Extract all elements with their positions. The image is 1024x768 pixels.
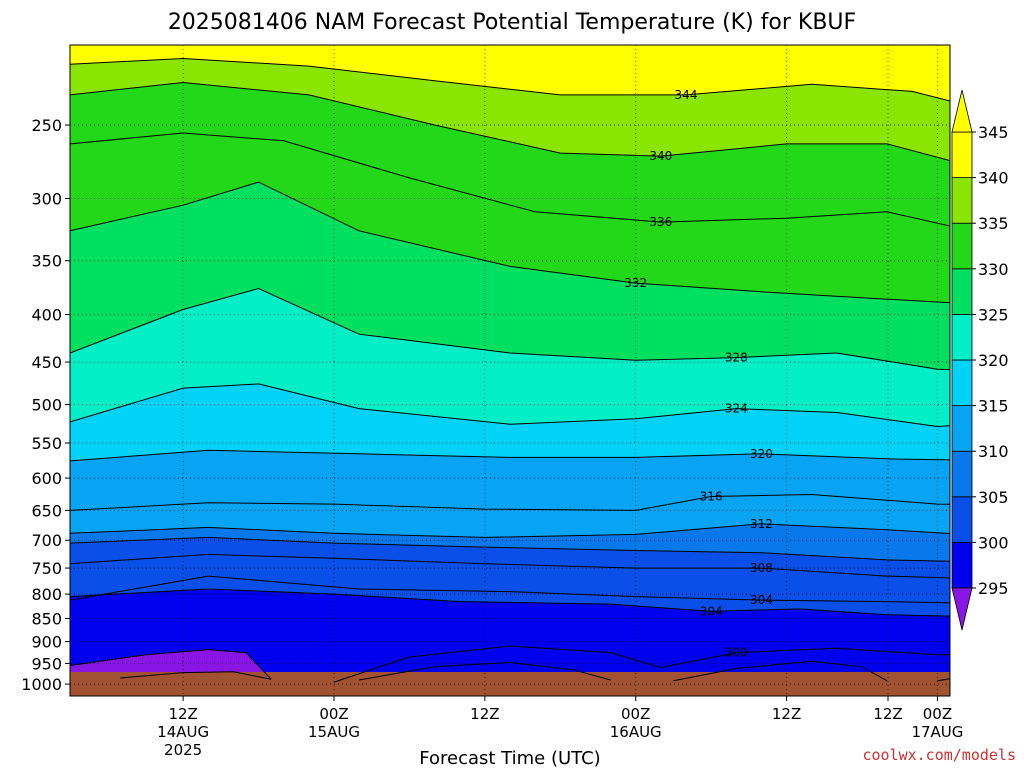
time-tick-label: 12Z (873, 705, 902, 723)
colorbar-segment (951, 222, 973, 270)
colorbar-label: 295 (978, 579, 1009, 598)
pressure-tick-label: 300 (31, 190, 62, 209)
time-tick-label: 00Z (923, 705, 952, 723)
colorbar-segment (951, 177, 973, 224)
pressure-tick-label: 450 (31, 353, 62, 372)
contour-328 (70, 287, 950, 371)
colorbar-segment (951, 496, 973, 543)
contour-label: 328 (725, 351, 748, 365)
time-tick-label: 12Z (168, 705, 197, 723)
colorbar-label: 340 (978, 169, 1009, 188)
contour-332 (70, 181, 950, 304)
pressure-tick-label: 400 (31, 306, 62, 325)
pressure-tick-label: 500 (31, 396, 62, 415)
contour-320 (70, 449, 950, 462)
contour-300 (359, 661, 611, 681)
time-tick-label: 15AUG (308, 723, 360, 741)
pressure-tick-label: 700 (31, 531, 62, 550)
colorbar-label: 330 (978, 260, 1009, 279)
contour-300 (70, 649, 272, 680)
pressure-tick-label: 600 (31, 469, 62, 488)
contour-label: 304 (750, 593, 773, 607)
contour-306 (70, 575, 950, 604)
contour-label: 316 (700, 489, 723, 503)
contour-label: 300 (725, 646, 748, 660)
pressure-tick-label: 250 (31, 116, 62, 135)
pressure-tick-label: 900 (31, 633, 62, 652)
pressure-tick-label: 950 (31, 654, 62, 673)
time-tick-label: 00Z (621, 705, 650, 723)
contour-label: 344 (675, 88, 698, 102)
contour-310 (70, 536, 950, 562)
colorbar: 295 300 305 310 315 320 325 330 335 340 345 (951, 89, 1009, 631)
contour-label: 340 (649, 149, 672, 163)
colorbar-segment (951, 450, 973, 498)
plot-frame (69, 44, 951, 697)
colorbar-label: 320 (978, 351, 1009, 370)
contour-304 (70, 588, 950, 617)
time-tick-label: 2025 (164, 741, 202, 759)
colorbar-segment (951, 313, 973, 361)
contour-316 (70, 493, 950, 511)
colorbar-label: 325 (978, 305, 1009, 324)
colorbar-max-arrow (951, 89, 973, 133)
contour-label: 336 (649, 215, 672, 229)
time-tick-label: 14AUG (157, 723, 209, 741)
contour-300 (673, 660, 888, 682)
contour-label: 320 (750, 447, 773, 461)
pressure-tick-label: 350 (31, 252, 62, 271)
colorbar-segment (951, 131, 973, 178)
contour-324 (70, 383, 950, 428)
colorbar-segment (951, 359, 973, 406)
time-tick-label: 12Z (772, 705, 801, 723)
colorbar-segment (951, 405, 973, 452)
contour-label: 304 (700, 604, 723, 618)
pressure-tick-label: 550 (31, 434, 62, 453)
contour-340 (70, 81, 950, 162)
colorbar-label: 305 (978, 488, 1009, 507)
pressure-axis: 250 300 350 400 450 500 550 600 650 700 750 800 850 9… (21, 116, 70, 694)
colorbar-min-arrow (951, 587, 973, 631)
time-tick-label: 17AUG (911, 723, 963, 741)
pressure-tick-label: 850 (31, 610, 62, 629)
time-tick-label: 16AUG (610, 723, 662, 741)
colorbar-segment (951, 542, 973, 589)
isentrope-contours: 300 304 304 308 312 316 320 324 328 332 336 340 344 (70, 57, 950, 683)
temperature-bands (70, 45, 950, 696)
contour-312 (70, 523, 950, 538)
colorbar-label: 310 (978, 442, 1009, 461)
source-credit: coolwx.com/models (862, 746, 1016, 764)
colorbar-label: 300 (978, 533, 1009, 552)
pressure-tick-label: 750 (31, 559, 62, 578)
colorbar-segment (951, 268, 973, 315)
colorbar-label: 315 (978, 397, 1009, 416)
contour-label: 324 (725, 402, 748, 416)
grid-lines (70, 45, 950, 696)
pressure-tick-label: 800 (31, 585, 62, 604)
colorbar-label: 335 (978, 214, 1009, 233)
contour-344 (70, 57, 950, 102)
time-tick-label: 00Z (319, 705, 348, 723)
contour-label: 312 (750, 517, 773, 531)
pressure-tick-label: 1000 (21, 675, 62, 694)
time-tick-label: 12Z (470, 705, 499, 723)
contour-label: 308 (750, 561, 773, 575)
pressure-tick-label: 650 (31, 501, 62, 520)
contour-label: 332 (624, 276, 647, 290)
contour-302 (333, 645, 950, 683)
chart-title: 2025081406 NAM Forecast Potential Temper… (168, 10, 856, 35)
colorbar-label: 345 (978, 123, 1009, 142)
x-axis-title: Forecast Time (UTC) (419, 748, 600, 768)
contour-336 (70, 132, 950, 227)
contour-296 (120, 671, 272, 680)
